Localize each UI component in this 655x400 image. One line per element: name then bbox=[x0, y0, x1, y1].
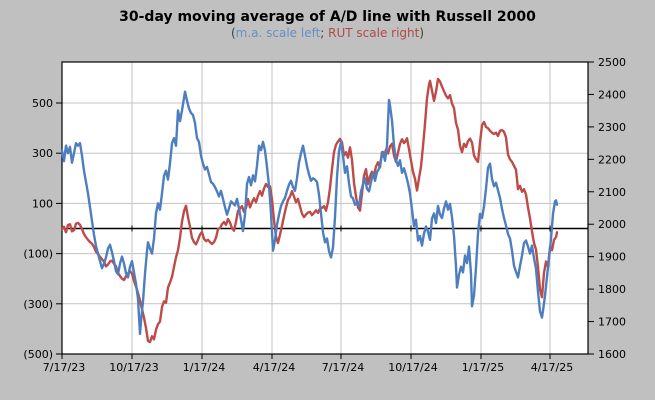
y-right-tick-label: 2400 bbox=[598, 88, 626, 101]
y-left-tick-label: (300) bbox=[23, 298, 53, 311]
ma-scale-legend-label: m.a. scale left bbox=[235, 26, 321, 40]
x-tick-label: 4/17/24 bbox=[253, 361, 295, 374]
x-tick-label: 7/17/24 bbox=[322, 361, 364, 374]
rut-series-line bbox=[60, 77, 559, 344]
x-tick-label: 1/17/25 bbox=[462, 361, 504, 374]
x-tick-label: 10/17/24 bbox=[388, 361, 437, 374]
x-tick-label: 4/17/25 bbox=[531, 361, 573, 374]
y-left-tick-label: 500 bbox=[32, 97, 53, 110]
x-tick-label: 7/17/23 bbox=[43, 361, 85, 374]
y-right-tick-label: 2500 bbox=[598, 56, 626, 69]
subtitle-open-paren: ( bbox=[230, 26, 236, 40]
x-tick-label: 10/17/23 bbox=[109, 361, 158, 374]
y-right-tick-label: 1900 bbox=[598, 251, 626, 264]
chart-title: 30-day moving average of A/D line with R… bbox=[119, 9, 536, 25]
y-right-tick-label: 1800 bbox=[598, 283, 626, 296]
subtitle-close-paren: ) bbox=[419, 26, 425, 40]
y-right-tick-label: 2100 bbox=[598, 186, 626, 199]
plot-border bbox=[61, 61, 589, 355]
y-right-tick-label: 1600 bbox=[598, 348, 626, 361]
y-left-tick-label: (500) bbox=[23, 348, 53, 361]
y-left-tick-label: (100) bbox=[23, 248, 53, 261]
chart-subtitle: (m.a. scale left; RUT scale right) bbox=[0, 26, 655, 40]
y-right-tick-label: 1700 bbox=[598, 316, 626, 329]
subtitle-separator: ; bbox=[320, 26, 329, 40]
y-left-tick-label: 100 bbox=[32, 197, 53, 210]
rut-scale-legend-label: RUT scale right bbox=[328, 26, 420, 40]
y-right-tick-label: 2000 bbox=[598, 218, 626, 231]
x-tick-label: 1/17/24 bbox=[183, 361, 225, 374]
y-left-tick-label: 300 bbox=[32, 147, 53, 160]
y-right-tick-label: 2300 bbox=[598, 121, 626, 134]
y-right-tick-label: 2200 bbox=[598, 153, 626, 166]
ma-series-line bbox=[60, 90, 559, 336]
